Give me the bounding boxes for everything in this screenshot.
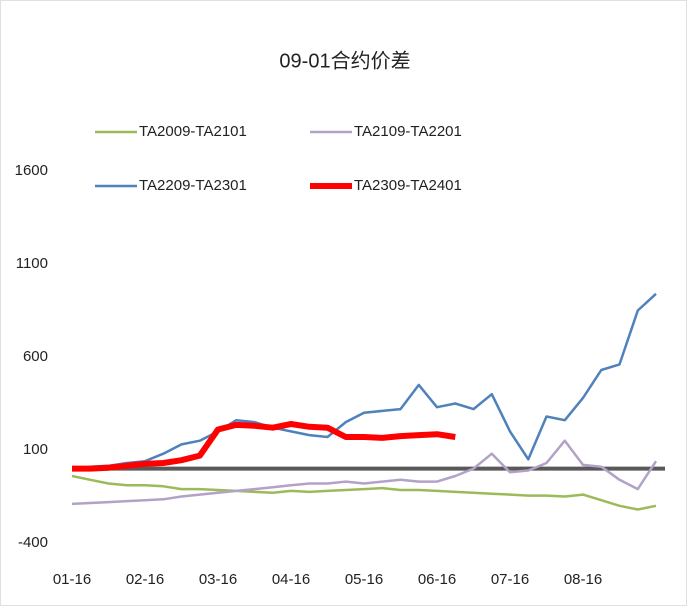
chart-title: 09-01合约价差 [279,49,410,72]
series-line [71,439,658,506]
legend-label: TA2109-TA2201 [354,123,462,140]
legend-label: TA2009-TA2101 [139,123,247,140]
y-tick-label: 600 [23,348,48,365]
series-line [71,474,657,511]
series-line [72,421,456,472]
y-tick-label: 1100 [16,255,48,272]
legend-label: TA2309-TA2401 [354,177,462,194]
x-tick-label: 06-16 [418,571,456,588]
y-tick-label: 100 [23,441,48,458]
x-tick-label: 05-16 [345,571,383,588]
x-tick-label: 02-16 [126,571,164,588]
series-line [71,292,657,470]
x-tick-label: 08-16 [564,571,602,588]
y-tick-label: 1600 [15,162,48,179]
x-tick-label: 07-16 [491,571,529,588]
y-tick-label: -400 [18,534,48,551]
x-tick-label: 01-16 [53,571,91,588]
x-tick-label: 03-16 [199,571,237,588]
legend-label: TA2209-TA2301 [139,177,247,194]
x-tick-label: 04-16 [272,571,310,588]
